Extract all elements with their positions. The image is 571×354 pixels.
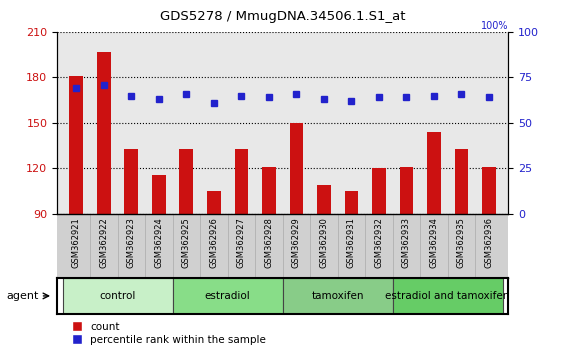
Legend: count, percentile rank within the sample: count, percentile rank within the sample — [62, 317, 271, 349]
Text: control: control — [99, 291, 136, 301]
Text: GSM362935: GSM362935 — [457, 217, 466, 268]
Bar — [455, 149, 468, 214]
Bar — [235, 149, 248, 214]
Text: estradiol: estradiol — [205, 291, 251, 301]
Bar — [317, 185, 331, 214]
Text: GSM362936: GSM362936 — [484, 217, 493, 268]
Text: GSM362923: GSM362923 — [127, 217, 136, 268]
Bar — [344, 191, 358, 214]
FancyBboxPatch shape — [172, 278, 283, 314]
Text: GSM362933: GSM362933 — [402, 217, 411, 268]
Bar — [400, 167, 413, 214]
Text: GSM362931: GSM362931 — [347, 217, 356, 268]
Text: GSM362924: GSM362924 — [154, 217, 163, 268]
Bar — [372, 169, 386, 214]
Bar — [289, 123, 303, 214]
Text: GSM362922: GSM362922 — [99, 217, 108, 268]
Text: estradiol and tamoxifen: estradiol and tamoxifen — [385, 291, 510, 301]
Bar — [70, 76, 83, 214]
Text: GSM362929: GSM362929 — [292, 217, 301, 268]
Bar — [262, 167, 276, 214]
Text: GSM362925: GSM362925 — [182, 217, 191, 268]
Bar — [207, 191, 221, 214]
Text: tamoxifen: tamoxifen — [311, 291, 364, 301]
Bar — [97, 52, 111, 214]
Text: GSM362927: GSM362927 — [237, 217, 246, 268]
FancyBboxPatch shape — [393, 278, 502, 314]
Text: GSM362932: GSM362932 — [375, 217, 383, 268]
FancyBboxPatch shape — [63, 278, 172, 314]
Text: GSM362930: GSM362930 — [319, 217, 328, 268]
Text: GSM362928: GSM362928 — [264, 217, 274, 268]
Bar — [152, 175, 166, 214]
Bar — [482, 167, 496, 214]
Text: GSM362926: GSM362926 — [210, 217, 218, 268]
Text: GSM362934: GSM362934 — [429, 217, 439, 268]
Text: GSM362921: GSM362921 — [72, 217, 81, 268]
FancyBboxPatch shape — [283, 278, 393, 314]
Text: 100%: 100% — [481, 21, 508, 31]
Text: GDS5278 / MmugDNA.34506.1.S1_at: GDS5278 / MmugDNA.34506.1.S1_at — [160, 10, 405, 23]
Bar — [427, 132, 441, 214]
Bar — [124, 149, 138, 214]
Bar — [179, 149, 193, 214]
Text: agent: agent — [7, 291, 39, 301]
